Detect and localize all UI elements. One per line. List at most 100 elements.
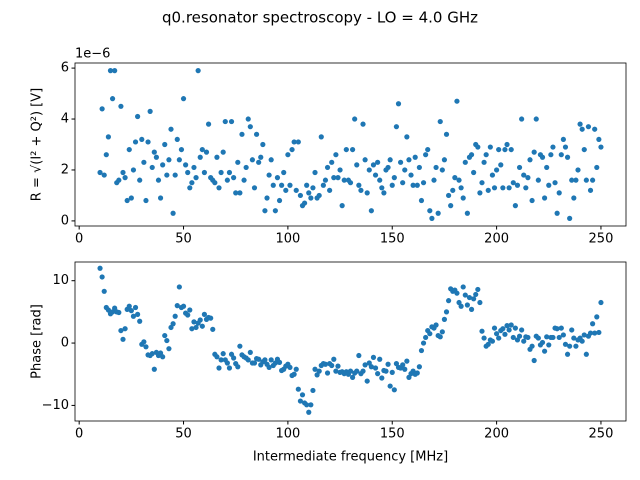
point (237, 190, 243, 196)
point (293, 187, 299, 193)
point (312, 366, 318, 372)
point (251, 360, 258, 366)
point (554, 326, 560, 332)
point (567, 215, 573, 221)
x-tick-label: 50 (175, 232, 192, 247)
point (270, 182, 276, 188)
point (448, 203, 454, 209)
point (562, 144, 569, 150)
point (516, 164, 523, 171)
point (157, 195, 164, 201)
x-tick-label: 150 (380, 427, 405, 442)
figure-title: q0.resonator spectroscopy - LO = 4.0 GHz (162, 9, 478, 27)
point (479, 180, 485, 186)
point (460, 284, 466, 290)
x-tick-label: 150 (380, 232, 405, 247)
point (135, 311, 141, 317)
point (120, 169, 126, 176)
point (462, 292, 468, 298)
point (391, 175, 397, 181)
point (191, 164, 197, 171)
point (397, 159, 404, 165)
point (339, 203, 345, 209)
point (564, 154, 571, 160)
point (137, 177, 143, 183)
point (241, 177, 247, 183)
point (172, 313, 178, 319)
point (341, 177, 347, 183)
point (201, 169, 208, 176)
point (504, 323, 510, 329)
point (251, 185, 258, 191)
point (375, 371, 381, 377)
point (575, 167, 581, 173)
point (379, 375, 385, 381)
point (124, 197, 130, 204)
point (243, 164, 249, 171)
point (216, 185, 222, 191)
point (174, 303, 180, 309)
point (414, 370, 420, 376)
point (256, 159, 262, 165)
point (360, 121, 366, 127)
point (529, 343, 535, 349)
y-axis-label: R = √(I² + Q²) [V] (30, 88, 45, 201)
point (118, 103, 124, 109)
point (506, 327, 512, 333)
point (197, 154, 203, 160)
point (164, 172, 170, 178)
point (500, 326, 506, 332)
point (187, 307, 193, 313)
point (151, 149, 157, 155)
point (445, 298, 452, 304)
point (468, 306, 475, 312)
point (180, 303, 187, 309)
point (475, 286, 481, 293)
point (542, 348, 548, 354)
point (387, 157, 393, 163)
point (433, 322, 439, 328)
point (433, 164, 439, 171)
y-tick-label: 10 (52, 273, 69, 288)
point (116, 177, 122, 183)
y-tick-label: 2 (61, 162, 69, 177)
point (573, 177, 579, 183)
point (247, 349, 253, 356)
point (379, 185, 385, 191)
point (322, 177, 329, 183)
point (596, 136, 602, 143)
point (304, 182, 310, 188)
point (285, 152, 291, 158)
point (170, 210, 176, 216)
point (160, 354, 166, 360)
point (554, 210, 560, 216)
point (525, 175, 531, 181)
point (168, 126, 174, 132)
point (491, 325, 498, 331)
point (235, 159, 241, 165)
point (389, 182, 395, 188)
x-tick-label: 200 (484, 427, 509, 442)
point (331, 175, 337, 181)
point (141, 159, 147, 165)
point (423, 152, 429, 158)
point (544, 334, 550, 340)
point (297, 398, 304, 404)
point (475, 144, 481, 150)
point (151, 366, 157, 372)
point (166, 346, 172, 352)
point (347, 368, 354, 374)
point (295, 386, 301, 392)
point (172, 172, 178, 178)
point (224, 177, 230, 183)
point (293, 366, 299, 372)
point (360, 368, 366, 374)
y-tick-label: −10 (42, 398, 69, 413)
point (208, 315, 214, 321)
point (402, 167, 408, 173)
point (354, 162, 360, 168)
point (187, 185, 193, 191)
point (427, 331, 433, 337)
point (387, 383, 393, 389)
point (143, 344, 149, 350)
